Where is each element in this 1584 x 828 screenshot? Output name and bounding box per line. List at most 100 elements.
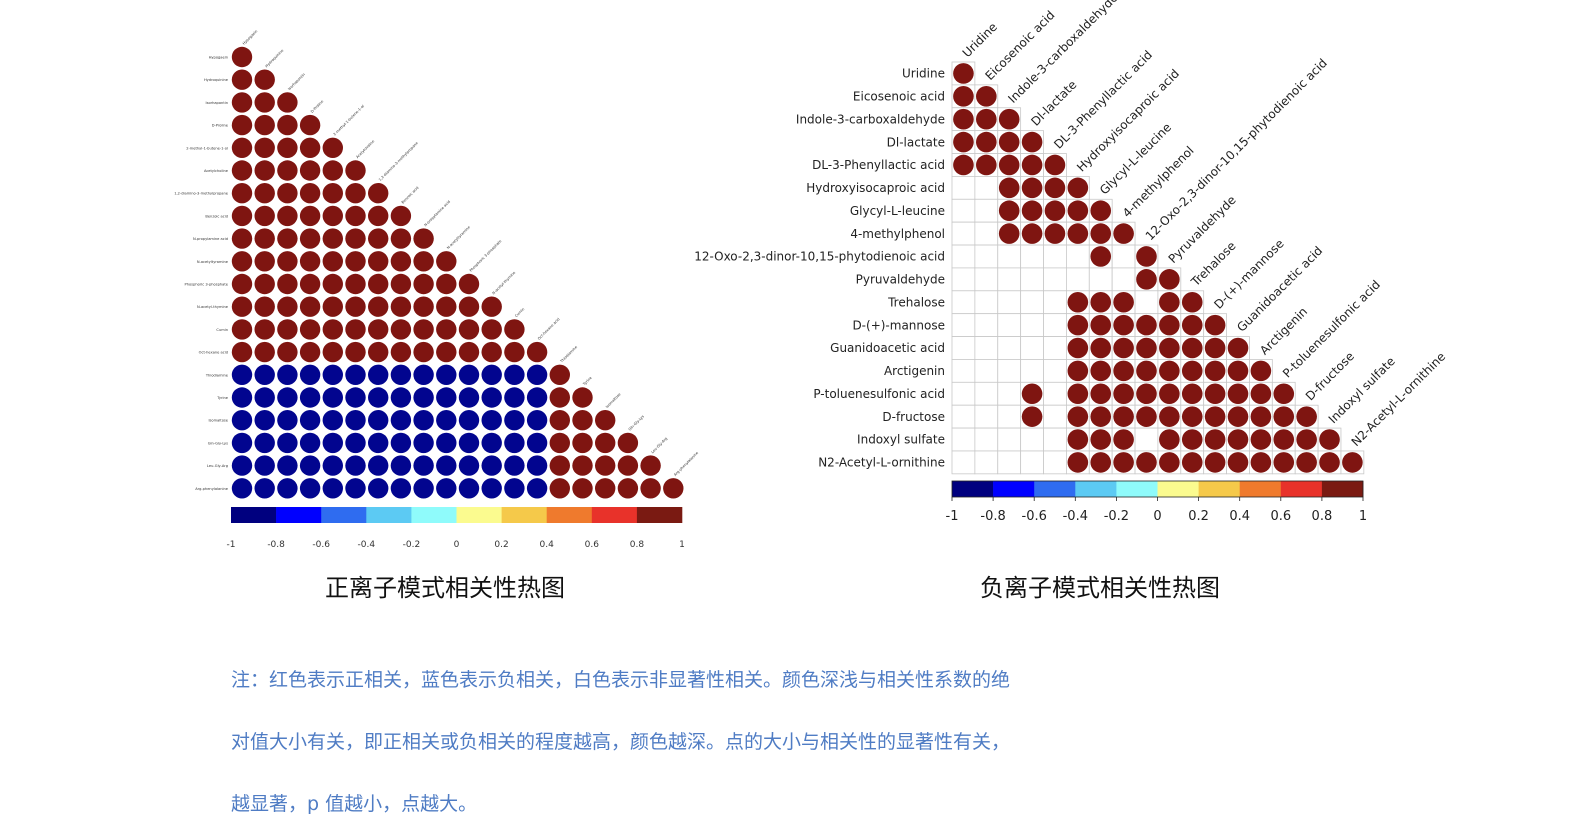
correlation-dot [481,319,502,340]
correlation-dot [254,228,275,249]
correlation-dot [953,131,974,153]
correlation-dot [368,455,389,476]
row-label: Dl-lactate [887,135,945,149]
correlation-dot [436,410,457,431]
correlation-dot [504,478,525,499]
correlation-dot [368,432,389,454]
correlation-dot [1067,406,1089,427]
grid-cell [974,267,999,292]
grid-cell [997,359,1022,383]
correlation-dot [299,455,321,476]
row-label: D-Proline [212,124,229,128]
correlation-dot [345,319,366,340]
correlation-dot [254,478,275,499]
grid-cell [1043,267,1067,292]
correlation-dot [345,455,366,476]
grid-cell [974,381,999,406]
correlation-dot [254,205,275,227]
correlation-dot [998,223,1020,244]
colorbar-segment [231,507,277,523]
correlation-dot [595,455,616,476]
correlation-dot [504,319,525,340]
negative-ion-correlation-heatmap: Uridine Eicosenoic acid Indole-3-carboxald… [694,0,1448,524]
correlation-dot [1204,429,1226,450]
correlation-dot [572,455,593,476]
correlation-dot [299,228,321,249]
colorbar-tick-label: -0.8 [980,509,1005,524]
colorbar-segment [411,507,457,523]
correlation-dot [277,183,298,204]
correlation-dot [572,410,593,431]
correlation-dot [1067,383,1089,405]
correlation-dot [231,478,253,499]
correlation-dot [390,478,412,499]
correlation-dot [277,364,298,385]
correlation-dot [345,273,366,295]
correlation-dot [277,205,298,227]
correlation-dot [368,341,389,363]
row-label: Oct-hexane acid [199,351,228,355]
correlation-dot [1136,246,1157,267]
correlation-dot [413,455,434,476]
correlation-dot [436,296,457,317]
row-label: N2-Acetyl-L-ornithine [818,456,945,470]
correlation-dot [1273,406,1295,427]
correlation-dot [1250,383,1272,405]
grid-cell [1020,427,1044,452]
correlation-dot [1181,429,1203,450]
correlation-dot [526,364,548,385]
correlation-dot [1250,429,1272,450]
correlation-dot [1113,383,1134,405]
correlation-dot [345,478,366,499]
colorbar-segment [591,507,638,523]
correlation-dot [231,228,253,249]
row-label: Uridine [902,67,945,81]
correlation-dot [1136,406,1157,427]
correlation-dot [1181,314,1203,336]
correlation-dot [390,455,412,476]
correlation-dot [254,319,275,340]
correlation-dot [1204,452,1226,473]
correlation-dot [998,131,1020,153]
correlation-dot [322,228,343,249]
correlation-dot [998,177,1020,199]
colorbar-segment [321,507,367,523]
grid-cell [951,450,976,475]
correlation-dot [1067,360,1089,382]
correlation-dot [345,205,366,227]
row-label: 4-methylphenol [850,227,945,241]
correlation-dot [299,160,321,181]
correlation-dot [1227,383,1249,405]
correlation-dot [368,364,389,385]
correlation-dot [1067,223,1089,244]
correlation-dot [231,183,253,204]
colorbar-segment [1280,481,1323,497]
correlation-dot [368,319,389,340]
correlation-dot [1021,154,1043,176]
correlation-dot [549,455,570,476]
correlation-dot [1227,337,1249,359]
correlation-dot [976,154,997,176]
correlation-dot [1204,383,1226,405]
correlation-dot [1044,177,1066,199]
correlation-dot [254,410,275,431]
correlation-dot [368,273,389,295]
colorbar-tick-label: 0 [1153,509,1161,524]
grid-cell [1066,244,1090,269]
correlation-dot [322,478,343,499]
correlation-dot [277,432,298,454]
correlation-dot [299,183,321,204]
correlation-dot [299,387,321,408]
grid-cell [1134,427,1159,452]
correlation-dot [1159,406,1180,427]
colorbar-segment [1157,481,1199,497]
correlation-dot [458,410,480,431]
correlation-dot [526,455,548,476]
colorbar-tick-label: 0.8 [630,540,645,550]
correlation-dot [458,273,480,295]
correlation-dot [413,387,434,408]
correlation-dot [1181,406,1203,427]
grid-cell [1043,313,1067,337]
colorbar-segment [456,507,502,523]
correlation-dot [322,364,343,385]
